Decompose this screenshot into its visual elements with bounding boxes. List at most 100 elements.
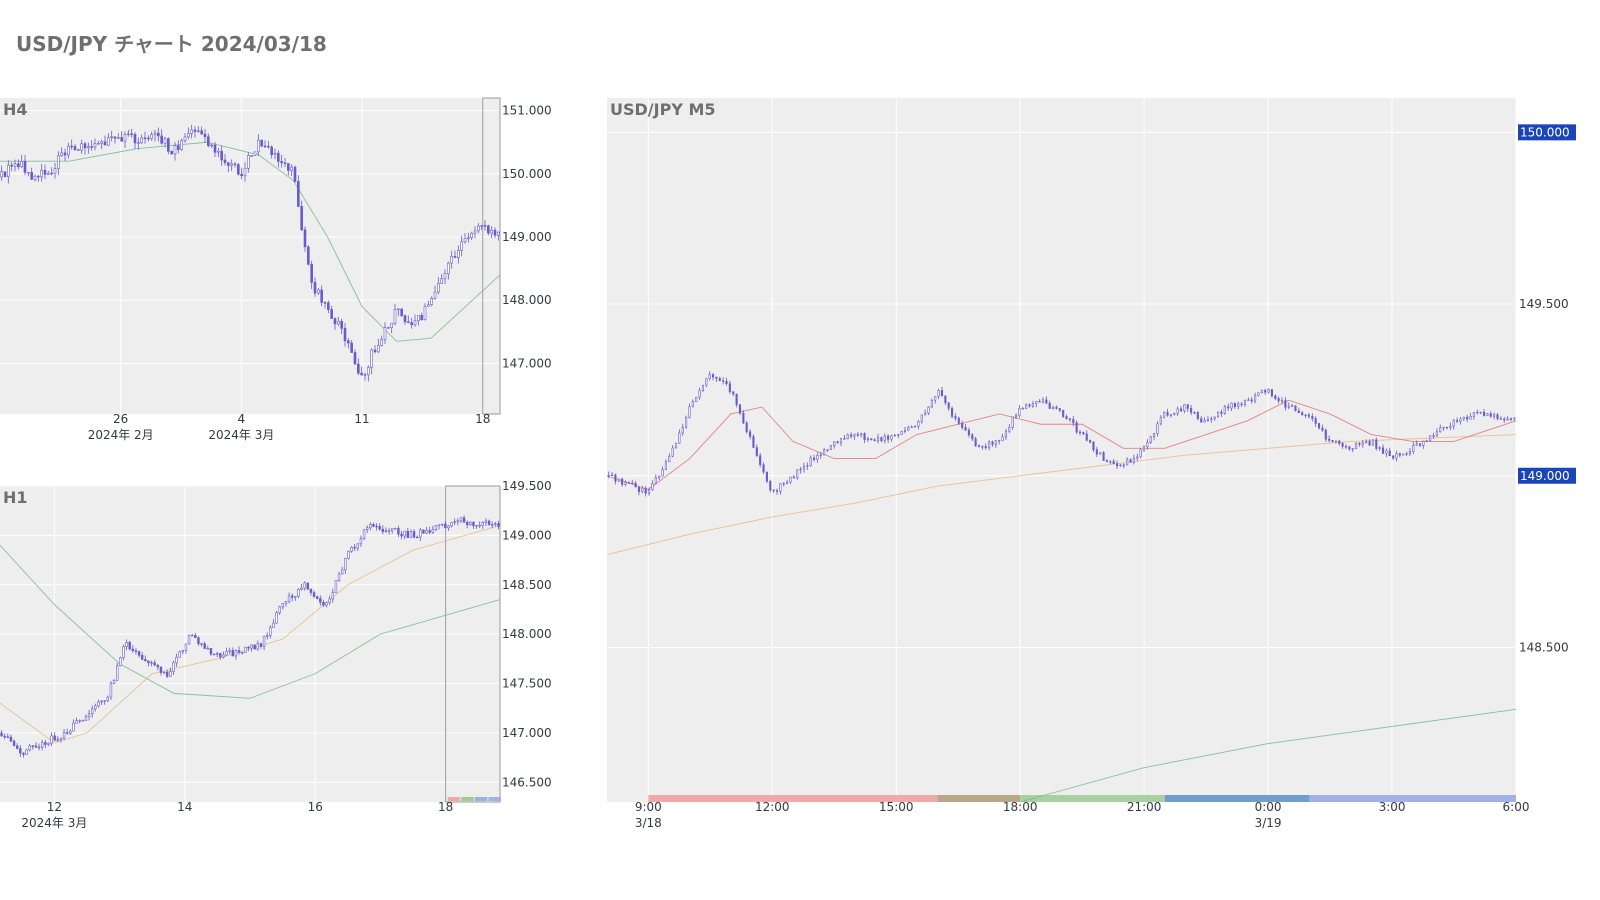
m5-candle: [924, 409, 927, 416]
h1-candle-body: [156, 664, 160, 668]
h4-candle-body: [153, 132, 157, 136]
m5-candle: [792, 475, 795, 479]
m5-candle-body: [718, 378, 721, 382]
h4-candle: [353, 349, 357, 365]
h4-candle: [257, 134, 260, 156]
m5-candle: [1452, 418, 1455, 430]
h1-candle: [428, 526, 431, 535]
m5-candle: [954, 413, 957, 421]
h1-candle: [153, 659, 156, 667]
m5-candle-body: [725, 380, 728, 385]
m5-candle: [1092, 441, 1095, 453]
h1-x-tick-label: 14: [177, 800, 192, 814]
h1-candle: [437, 524, 441, 530]
m5-candle: [1045, 396, 1048, 405]
m5-candle-body: [1291, 405, 1294, 407]
m5-ma-long-line: [1020, 708, 1517, 803]
h4-candle-body: [57, 155, 60, 169]
h4-candle-body: [250, 155, 253, 157]
m5-candle-body: [1220, 411, 1223, 414]
h1-candle: [397, 525, 400, 538]
m5-candle: [1210, 416, 1213, 423]
h1-chart[interactable]: 149.500 149.000 148.500 148.000 147.500 147.0…: [0, 479, 580, 850]
m5-chart[interactable]: 150.000 149.500 149.000 148.500 9:00 3/18 12:0…: [600, 92, 1600, 852]
m5-candle: [1200, 415, 1203, 423]
m5-candle-body: [765, 471, 768, 482]
m5-candle-body: [988, 441, 991, 449]
m5-candle: [1041, 397, 1045, 404]
m5-x-tick-sublabel: 3/18: [635, 816, 662, 830]
m5-candle: [1365, 439, 1368, 444]
h4-candle: [293, 165, 297, 183]
h4-candle-body: [247, 155, 250, 169]
h4-candle: [17, 159, 20, 170]
m5-candle-body: [1203, 419, 1206, 423]
m5-candle-body: [732, 391, 735, 395]
h4-x-tick-label: 18: [475, 412, 490, 426]
m5-candle: [1405, 451, 1408, 457]
h1-y-tick-label: 148.500: [502, 578, 552, 592]
h4-candle: [73, 144, 77, 152]
h1-candle-body: [231, 650, 235, 657]
m5-candle-body: [1041, 399, 1045, 403]
h4-candle: [433, 285, 437, 300]
h4-candle: [37, 174, 40, 182]
h1-candle-body: [322, 601, 325, 606]
m5-candle-body: [1270, 389, 1273, 397]
h4-candle: [417, 315, 420, 326]
m5-candle-body: [1126, 459, 1129, 466]
m5-candle-body: [903, 429, 907, 432]
h1-candle-body: [278, 606, 281, 613]
h1-candle: [190, 633, 194, 637]
m5-candle: [705, 377, 708, 388]
h4-chart[interactable]: 151.000 150.000 149.000 148.000 147.000 26 202…: [0, 92, 580, 462]
h1-candle: [244, 646, 247, 653]
h4-candle: [77, 149, 80, 151]
h1-candle-body: [487, 520, 491, 526]
m5-candle-body: [1287, 405, 1290, 408]
m5-candle: [981, 445, 984, 450]
m5-session-bar-4: [1309, 795, 1516, 802]
h1-candle: [353, 544, 356, 551]
m5-candle-body: [1008, 427, 1011, 432]
h4-candle-body: [403, 315, 407, 323]
m5-candle-body: [1227, 406, 1230, 409]
h1-candle: [103, 700, 106, 705]
h4-candle: [357, 358, 360, 376]
h4-candle-body: [473, 230, 477, 234]
m5-candle: [1479, 411, 1482, 415]
m5-candle: [1115, 460, 1119, 469]
m5-candle-body: [1190, 408, 1193, 413]
h4-candle-body: [363, 374, 367, 376]
h4-candle: [487, 224, 490, 236]
m5-candle-body: [984, 446, 987, 449]
h1-candle: [256, 640, 260, 651]
m5-candle-body: [644, 488, 647, 494]
h1-candle: [440, 523, 444, 527]
h1-candle: [325, 602, 328, 608]
h4-candle: [120, 131, 123, 142]
m5-panel-title: USD/JPY M5: [610, 100, 716, 119]
m5-candle-body: [1153, 433, 1156, 438]
h1-candle-body: [372, 524, 375, 527]
h4-panel-title: H4: [3, 100, 28, 119]
h1-candle: [375, 523, 378, 531]
h1-candle: [84, 714, 88, 721]
m5-candle: [1122, 463, 1125, 469]
m5-candle: [1462, 416, 1465, 422]
h1-candle: [25, 748, 28, 755]
h1-candle-body: [425, 530, 428, 534]
m5-candle-body: [1206, 419, 1210, 421]
h1-candle-body: [162, 671, 166, 674]
h4-candle-body: [123, 134, 127, 142]
m5-candle-body: [796, 469, 799, 479]
h1-candle-body: [228, 650, 231, 652]
m5-candle-body: [1429, 435, 1432, 442]
m5-candle-body: [762, 464, 765, 473]
h1-candle: [369, 522, 372, 531]
m5-candle-body: [1466, 416, 1469, 420]
m5-candle-body: [1334, 440, 1337, 443]
h4-x-tick-sublabel: 2024年 2月: [88, 428, 154, 442]
h1-candle-body: [28, 745, 31, 751]
m5-candles: [607, 371, 1516, 497]
